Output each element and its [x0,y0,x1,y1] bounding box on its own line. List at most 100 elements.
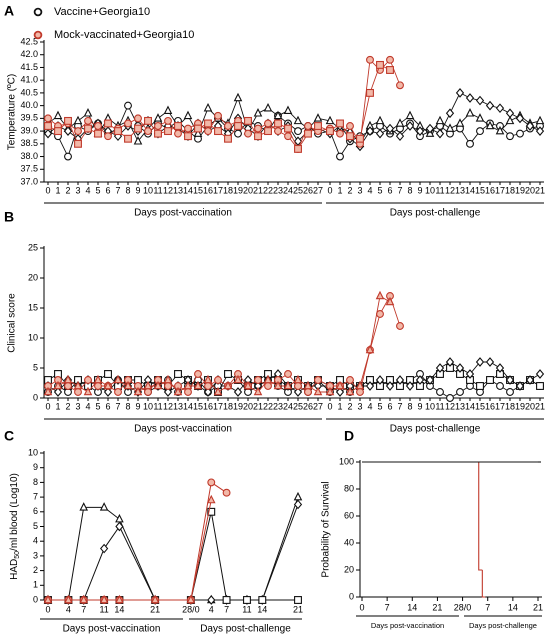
marker [516,129,524,138]
marker [294,596,302,604]
y-tick-label: 40.0 [20,100,38,110]
marker [525,375,535,385]
marker [94,129,102,138]
x-tick-label: 14 [257,604,267,614]
marker [174,129,182,138]
x-tick-label: 7 [485,602,490,612]
x-tick-label: 14 [465,401,475,411]
marker [214,111,222,120]
x-tick-label: 14 [508,602,518,612]
x-tick-label: 8 [407,401,412,411]
x-tick-label: 11 [153,185,162,195]
marker [144,388,152,396]
group-label: Days post-challenge [390,424,481,435]
marker [103,380,113,390]
marker [485,357,495,367]
marker [254,124,262,133]
y-tick-label: 38.5 [20,138,38,148]
survival-step [478,462,483,571]
y-tick-label: 37.0 [20,176,38,186]
x-tick-label: 20 [525,401,535,411]
y-tick-label: 41.5 [20,62,38,72]
marker [174,122,182,130]
x-tick-label: 19 [233,401,243,411]
x-tick-label: 1 [337,185,342,195]
marker [386,66,394,74]
marker [53,380,63,390]
x-tick-label: 21 [535,185,545,195]
marker [515,381,525,391]
marker [63,374,73,384]
survival-step [481,570,486,598]
x-tick-label: 0 [45,401,50,411]
marker [204,119,212,128]
marker [44,122,52,130]
marker [64,594,73,604]
x-tick-label: 21 [150,604,160,614]
marker [476,127,484,136]
x-tick-label: 2 [65,401,70,411]
marker [33,30,43,40]
x-tick-label: 2 [347,401,352,411]
marker [495,125,505,135]
x-tick-label: 0 [327,401,332,411]
marker [386,55,394,64]
y-tick-label: 0 [349,591,354,601]
marker [114,127,122,136]
marker [496,382,504,390]
y-tick-label: 39.0 [20,125,38,135]
marker [525,121,535,131]
marker [263,374,273,384]
x-tick-label: 15 [193,401,203,411]
y-tick-label: 10 [28,447,38,457]
marker [435,363,445,373]
marker [284,370,292,378]
marker [233,374,243,384]
marker [233,387,243,397]
x-tick-label: 4 [367,401,372,411]
marker [415,375,425,385]
x-tick-label: 21 [533,602,543,612]
marker [53,110,63,120]
marker [405,110,415,120]
y-tick-label: 100 [339,456,354,466]
group-label: Days post-vaccination [134,424,232,435]
marker [94,122,102,130]
marker [104,132,112,141]
marker [150,594,160,604]
x-tick-label: 28/0 [182,604,200,614]
marker [536,382,544,390]
x-tick-label: 19 [515,185,525,195]
y-axis-label: Probability of Survival [321,481,332,577]
marker [263,102,273,112]
marker [345,386,355,396]
marker [184,388,192,396]
group-label: Days post-vaccination [63,624,161,635]
x-tick-label: 15 [193,185,203,195]
y-axis-label-part: /ml blood (Log10) [9,473,20,551]
y-tick-label: 10 [28,332,38,342]
y-tick-label: 60 [344,510,354,520]
x-tick-label: 1 [55,401,60,411]
x-tick-label: 7 [397,185,402,195]
marker [465,108,475,117]
x-tick-label: 13 [455,401,465,411]
marker [115,521,124,532]
marker [243,380,253,390]
group-label: Days post-challenge [200,624,291,635]
x-tick-label: 24 [283,185,293,195]
marker [356,134,364,143]
marker [244,129,252,138]
marker [313,386,323,396]
x-tick-label: 1 [55,185,60,195]
group-label: Days post-vaccination [371,621,444,630]
marker [294,127,302,136]
marker [325,386,335,396]
marker [375,375,385,385]
x-tick-label: 24 [283,401,293,411]
marker [326,127,334,136]
marker [506,132,514,141]
x-tick-label: 12 [445,185,455,195]
